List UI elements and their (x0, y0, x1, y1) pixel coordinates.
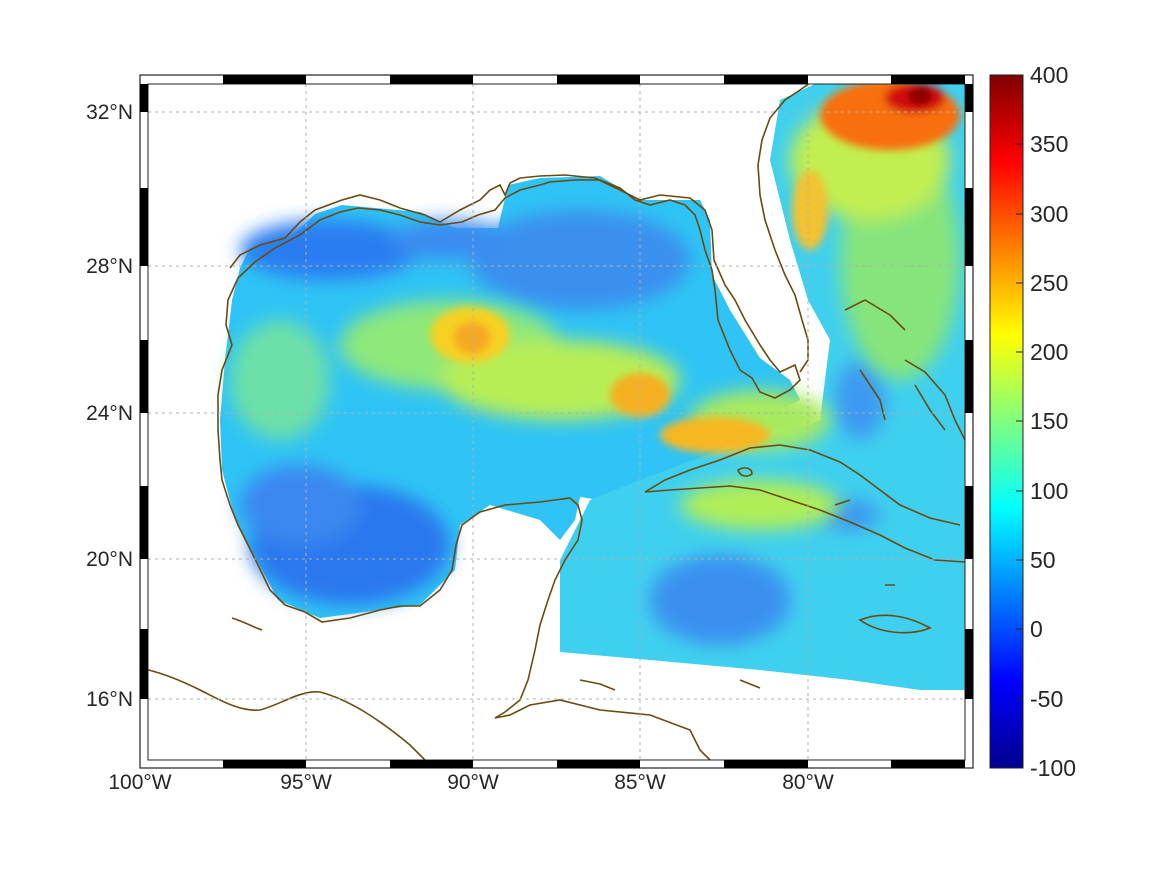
low-region-bahamas (835, 360, 885, 440)
lon-label-90w: 90°W (447, 771, 499, 794)
high-region-central-gulf-core (454, 322, 490, 354)
lon-label-100w: 100°W (108, 771, 171, 794)
colorbar: 400 350 300 250 200 150 100 50 0 -50 -10… (989, 62, 1076, 781)
gridlines (148, 84, 965, 760)
lon-label-95w: 95°W (280, 771, 332, 794)
high-region-north-atlantic-peak (908, 87, 932, 105)
colorbar-label-150: 150 (1030, 408, 1068, 434)
lat-label-32: 32°N (86, 101, 133, 124)
frame-right (965, 84, 973, 699)
coastlines (148, 84, 965, 760)
lat-label-16: 16°N (86, 688, 133, 711)
coastline-bahamas (844, 299, 965, 441)
frame-inner (147, 83, 966, 761)
colorbar-label-400: 400 (1030, 62, 1068, 88)
colorbar-label-50: 50 (1030, 547, 1056, 573)
lon-label-85w: 85°W (614, 771, 666, 794)
high-region-cuba-north (660, 417, 770, 453)
colorbar-label-minus-100: -100 (1030, 755, 1076, 781)
low-region-northeast-gulf (470, 210, 690, 310)
low-region-central-north (390, 220, 510, 260)
colorbar-label-minus-50: -50 (1030, 686, 1063, 712)
colorbar-labels: 400 350 300 250 200 150 100 50 0 -50 -10… (1030, 62, 1076, 781)
mid-region-west-gulf (230, 320, 330, 440)
coastline-cuba (644, 444, 965, 563)
colorbar-label-0: 0 (1030, 616, 1043, 642)
high-region-gulf-stream (792, 170, 828, 250)
colorbar-label-250: 250 (1030, 270, 1068, 296)
colorbar-label-100: 100 (1030, 478, 1068, 504)
coastline-gulf (148, 174, 801, 760)
latitude-labels: 32°N 28°N 24°N 20°N 16°N (86, 101, 133, 711)
colorbar-label-350: 350 (1030, 131, 1068, 157)
lon-label-80w: 80°W (782, 771, 834, 794)
mid-region-caribbean (680, 480, 840, 530)
map-frame (139, 74, 974, 769)
low-region-bay-campeche (240, 465, 360, 545)
data-field (220, 84, 965, 690)
frame-top (223, 75, 965, 84)
coastline-cayman (834, 499, 895, 586)
longitude-labels: 100°W 95°W 90°W 85°W 80°W (108, 771, 834, 794)
lat-label-20: 20°N (86, 548, 133, 571)
frame-outer (139, 74, 974, 769)
colorbar-label-300: 300 (1030, 201, 1068, 227)
low-region-northwest-gulf (240, 220, 420, 280)
frame-bottom (223, 760, 965, 768)
frame-left (140, 84, 148, 699)
lat-label-24: 24°N (86, 402, 133, 425)
coastline-florida-atlantic (757, 84, 810, 373)
colorbar-ticks (1016, 143, 1023, 700)
lat-label-28: 28°N (86, 255, 133, 278)
colorbar-label-200: 200 (1030, 339, 1068, 365)
low-region-caribbean-south (650, 555, 790, 645)
coastline-jamaica (858, 614, 932, 634)
coastline-isle-of-youth (737, 467, 753, 477)
coastline-central-america (579, 679, 761, 691)
